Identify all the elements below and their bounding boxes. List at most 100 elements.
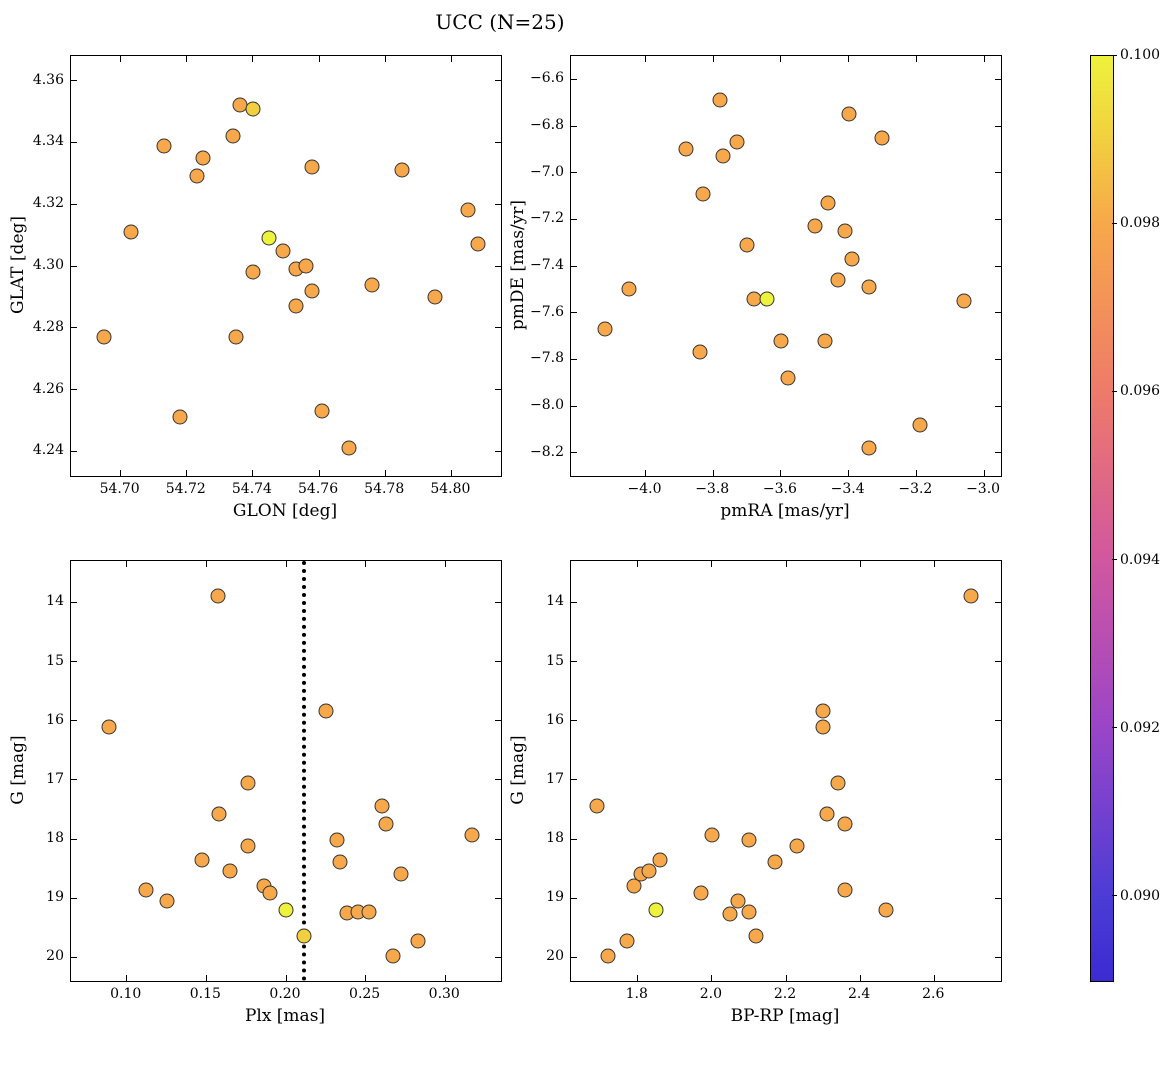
data-point [361, 904, 376, 919]
cbar-tick-label: 0.098 [1120, 215, 1160, 231]
data-point [716, 149, 731, 164]
xtick [286, 975, 287, 981]
ytick [571, 172, 577, 173]
ytick-label: 16 [546, 712, 564, 728]
data-point [159, 894, 174, 909]
data-point [816, 719, 831, 734]
data-point [341, 441, 356, 456]
xlabel: GLON [deg] [233, 501, 337, 521]
ytick [71, 720, 77, 721]
xtick [860, 561, 861, 567]
xtick [186, 56, 187, 62]
data-point [838, 882, 853, 897]
data-point [212, 806, 227, 821]
reference-line [302, 561, 306, 981]
ytick [571, 79, 577, 80]
ytick-label: 18 [46, 830, 64, 846]
xtick [786, 561, 787, 567]
data-point [240, 838, 255, 853]
data-point [861, 441, 876, 456]
xtick [780, 56, 781, 62]
xlabel: pmRA [mas/yr] [720, 501, 849, 521]
data-point [692, 345, 707, 360]
panel-p4 [570, 560, 1002, 982]
data-point [427, 289, 442, 304]
xtick-label: 2.0 [700, 986, 722, 1002]
data-point [262, 231, 277, 246]
data-point [704, 828, 719, 843]
data-point [741, 833, 756, 848]
data-point [838, 817, 853, 832]
ytick-label: 18 [546, 830, 564, 846]
cbar-tick-label: 0.096 [1120, 383, 1160, 399]
data-point [723, 907, 738, 922]
ytick [571, 406, 577, 407]
ytick [995, 661, 1001, 662]
ylabel: pmDE [mas/yr] [508, 200, 528, 330]
data-point [305, 160, 320, 175]
xtick [916, 56, 917, 62]
ytick [71, 451, 77, 452]
xtick [120, 470, 121, 476]
xtick-label: 0.30 [429, 986, 460, 1002]
xtick [445, 975, 446, 981]
data-point [393, 866, 408, 881]
xtick [645, 56, 646, 62]
xtick [984, 56, 985, 62]
ytick [71, 957, 77, 958]
ytick-label: 19 [546, 889, 564, 905]
xtick-label: 54.80 [430, 481, 470, 497]
data-point [315, 404, 330, 419]
ytick-label: 4.36 [33, 72, 64, 88]
ytick [995, 452, 1001, 453]
data-point [229, 330, 244, 345]
data-point [296, 929, 311, 944]
data-point [841, 107, 856, 122]
xtick-label: 2.4 [848, 986, 870, 1002]
data-point [696, 186, 711, 201]
ytick [571, 452, 577, 453]
data-point [365, 277, 380, 292]
xtick [711, 975, 712, 981]
ytick [571, 720, 577, 721]
xtick [445, 561, 446, 567]
xtick [126, 561, 127, 567]
data-point [411, 934, 426, 949]
cbar-tick [1112, 559, 1117, 560]
data-point [790, 838, 805, 853]
data-point [760, 291, 775, 306]
data-point [97, 330, 112, 345]
ytick [571, 312, 577, 313]
data-point [263, 886, 278, 901]
ytick [995, 359, 1001, 360]
xtick-label: 54.76 [298, 481, 338, 497]
ytick [571, 957, 577, 958]
ytick [495, 720, 501, 721]
ytick [71, 204, 77, 205]
data-point [298, 259, 313, 274]
ytick-label: −6.6 [530, 70, 564, 86]
ytick-label: 4.26 [33, 381, 64, 397]
ytick [571, 219, 577, 220]
data-point [288, 299, 303, 314]
ytick [995, 839, 1001, 840]
ytick [71, 327, 77, 328]
ytick [995, 406, 1001, 407]
data-point [619, 934, 634, 949]
xtick-label: 54.78 [364, 481, 404, 497]
data-point [460, 203, 475, 218]
data-point [102, 719, 117, 734]
cbar-tick [1112, 727, 1117, 728]
data-point [649, 903, 664, 918]
data-point [652, 853, 667, 868]
ytick-label: −7.8 [530, 350, 564, 366]
ytick-label: 4.28 [33, 319, 64, 335]
ytick [71, 389, 77, 390]
xtick [206, 561, 207, 567]
ytick-label: −7.4 [530, 257, 564, 273]
xtick [206, 975, 207, 981]
xtick [252, 470, 253, 476]
ytick-label: 4.32 [33, 195, 64, 211]
cbar-tick [1112, 895, 1117, 896]
xtick-label: −3.0 [966, 481, 1000, 497]
